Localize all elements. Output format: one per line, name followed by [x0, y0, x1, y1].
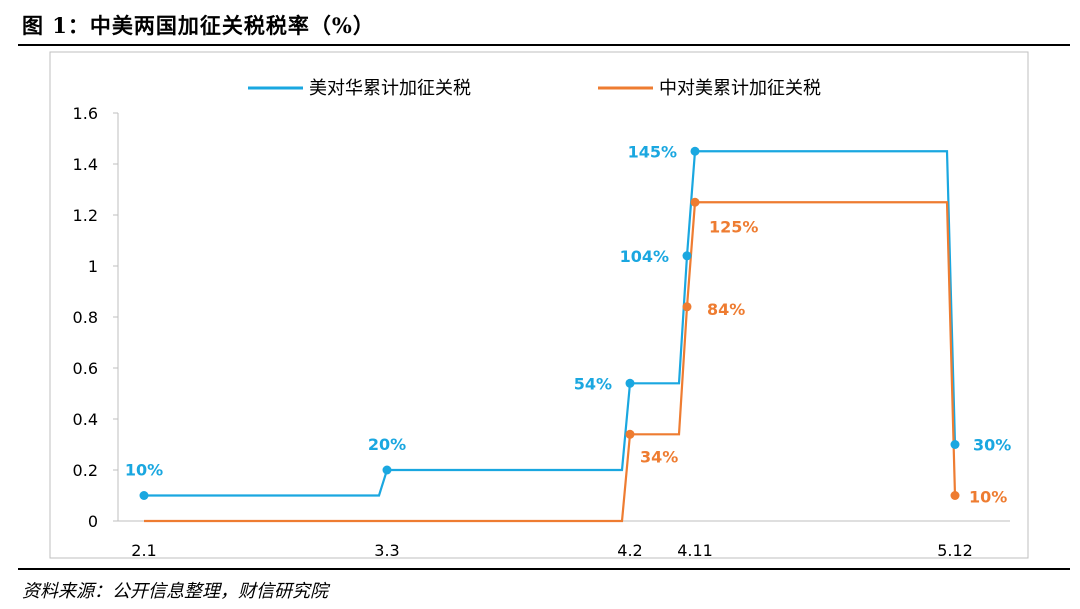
- chart-legend: 美对华累计加征关税 中对美累计加征关税: [248, 78, 821, 99]
- data-point: [625, 378, 635, 388]
- data-label: 34%: [640, 447, 678, 466]
- data-point: [950, 491, 960, 500]
- data-label: 125%: [709, 217, 758, 236]
- data-point: [950, 440, 960, 449]
- y-tick-label: 0.4: [73, 410, 98, 429]
- data-point: [382, 465, 392, 475]
- y-tick-label: 1: [88, 257, 98, 276]
- x-tick-label: 5.12: [937, 541, 973, 560]
- y-tick-label: 1.6: [73, 104, 98, 123]
- us-tariff-line: [144, 150, 957, 497]
- x-tick-label: 4.11: [677, 541, 713, 560]
- chart-axes: 0 0.2 0.4 0.6 0.8 1 1.2 1.4 1.6 2.1 3.3 4.2 4.11 5.12: [73, 104, 1010, 560]
- data-point: [690, 146, 700, 156]
- x-tick-label: 2.1: [131, 541, 156, 560]
- data-label: 54%: [574, 374, 612, 393]
- data-point: [690, 197, 700, 207]
- x-tick-label: 3.3: [374, 541, 399, 560]
- x-tick-label: 4.2: [617, 541, 642, 560]
- data-label: 30%: [973, 436, 1011, 455]
- figure-title: 图 1：中美两国加征关税税率（%）: [22, 13, 375, 38]
- source-note: 资料来源：公开信息整理，财信研究院: [22, 581, 328, 602]
- chart-lines: [144, 150, 957, 523]
- data-label: 84%: [707, 300, 745, 319]
- y-tick-label: 0.2: [73, 461, 98, 480]
- y-tick-label: 0: [88, 512, 98, 531]
- chart-marks: 10% 20% 54% 104% 145% 30% 34% 84% 125% 10%: [125, 142, 1011, 506]
- y-tick-label: 0.8: [73, 308, 98, 327]
- y-tick-label: 1.2: [73, 206, 98, 225]
- y-tick-label: 0.6: [73, 359, 98, 378]
- data-label: 145%: [628, 142, 677, 161]
- legend-entry: 美对华累计加征关税: [309, 78, 471, 99]
- source-rule: [18, 568, 1070, 570]
- cn-tariff-line: [144, 201, 957, 523]
- data-label: 10%: [125, 461, 163, 480]
- chart-frame: [49, 51, 1029, 559]
- data-label: 20%: [368, 435, 406, 454]
- title-rule: [18, 44, 1070, 46]
- data-point: [139, 491, 149, 500]
- legend-entry: 中对美累计加征关税: [659, 78, 821, 99]
- y-tick-label: 1.4: [73, 155, 98, 174]
- data-label: 104%: [620, 247, 669, 266]
- data-label: 10%: [969, 488, 1007, 507]
- data-point: [682, 302, 692, 312]
- data-point: [682, 251, 692, 261]
- data-point: [625, 429, 635, 439]
